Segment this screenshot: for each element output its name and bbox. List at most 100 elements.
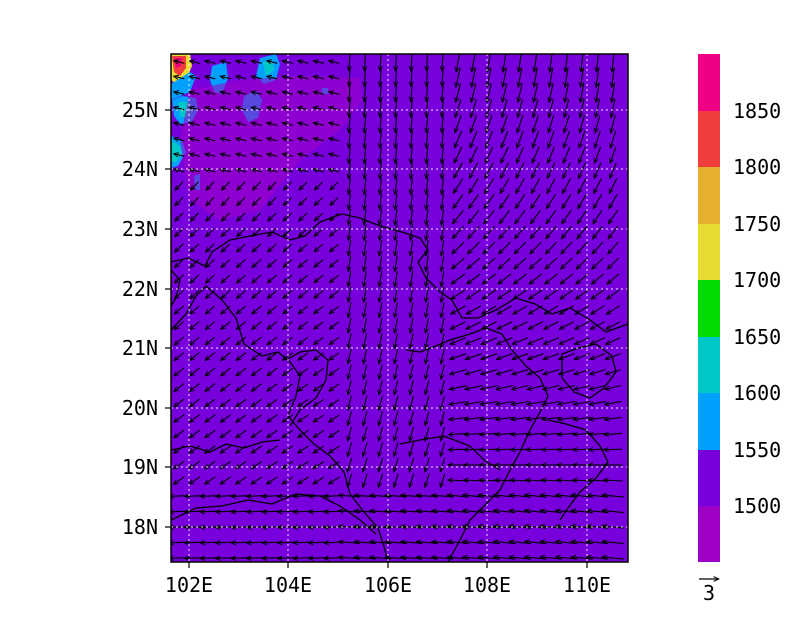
wind-arrow	[603, 480, 623, 481]
colorbar-box-9	[698, 54, 720, 111]
wind-arrow	[482, 273, 496, 284]
wind-arrow	[426, 146, 428, 164]
wind-arrow	[534, 54, 537, 72]
wind-arrow	[606, 321, 621, 330]
wind-arrow	[329, 123, 340, 126]
wind-arrow	[456, 54, 460, 72]
wind-arrow	[544, 305, 559, 314]
wind-arrow	[499, 225, 511, 239]
wind-arrow	[466, 321, 482, 330]
y-tick-label: 18N	[122, 515, 158, 539]
wind-arrow	[562, 194, 572, 208]
wind-arrow	[411, 130, 413, 148]
wind-arrow	[236, 305, 247, 314]
wind-arrow	[220, 138, 231, 141]
wind-arrow	[363, 473, 368, 488]
wind-arrow	[364, 130, 366, 148]
wind-arrow	[441, 255, 444, 272]
wind-arrow	[411, 146, 413, 164]
wind-arrow	[220, 107, 231, 110]
wind-arrow	[514, 257, 527, 269]
wind-arrow	[379, 380, 383, 395]
wind-arrow	[206, 212, 215, 221]
wind-arrow	[483, 225, 496, 239]
wind-arrow	[514, 273, 527, 284]
wind-arrow	[205, 429, 216, 438]
wind-arrow	[221, 321, 231, 330]
wind-arrow	[348, 333, 352, 348]
wind-arrow	[502, 99, 508, 117]
colorbar-label: 1650	[733, 325, 781, 349]
wind-arrow	[565, 54, 567, 72]
wind-arrow	[175, 227, 184, 236]
wind-arrow	[456, 67, 461, 87]
wind-arrow	[410, 224, 412, 240]
wind-arrow	[426, 177, 428, 195]
y-tick-label: 21N	[122, 336, 158, 360]
wind-arrow	[282, 107, 293, 110]
wind-arrow	[411, 84, 412, 102]
wind-arrow	[425, 348, 430, 364]
wind-arrow	[267, 169, 278, 172]
wind-arrow	[410, 255, 413, 272]
wind-arrow	[268, 259, 277, 268]
wind-arrow	[425, 395, 430, 411]
wind-arrow	[611, 99, 616, 117]
wind-arrow	[441, 208, 443, 225]
wind-arrow	[298, 383, 309, 391]
wind-arrow	[380, 162, 382, 179]
wind-arrow	[348, 426, 353, 441]
wind-arrow	[236, 154, 247, 157]
wind-arrow	[189, 383, 200, 392]
wind-arrow	[467, 273, 481, 284]
wind-arrow	[395, 84, 396, 102]
wind-arrow	[410, 380, 414, 395]
wind-arrow	[298, 107, 309, 110]
wind-arrow	[236, 398, 247, 407]
wind-arrow	[546, 209, 557, 223]
wind-arrow	[364, 208, 366, 225]
wind-arrow	[410, 395, 414, 411]
wind-arrow	[513, 305, 528, 314]
wind-arrow	[267, 414, 278, 422]
wind-arrow	[189, 445, 201, 454]
wind-arrow	[395, 239, 397, 256]
wind-arrow	[348, 208, 350, 225]
wind-arrow	[394, 442, 399, 457]
wind-arrow	[205, 398, 216, 407]
wind-arrow	[364, 286, 367, 303]
wind-arrow	[363, 426, 368, 441]
wind-arrow	[606, 337, 621, 345]
wind-arrow	[364, 255, 367, 272]
wind-arrow	[595, 114, 601, 133]
wind-arrow	[267, 445, 278, 453]
wind-arrow	[329, 445, 340, 453]
wind-arrow	[236, 383, 247, 392]
wind-arrow	[562, 178, 572, 194]
wind-arrow	[282, 414, 294, 422]
wind-arrow	[364, 162, 366, 179]
wind-arrow	[485, 178, 494, 194]
wind-arrow	[329, 461, 340, 469]
wind-arrow	[608, 209, 619, 224]
wind-arrow	[348, 317, 352, 333]
wind-arrow	[221, 274, 231, 283]
wind-arrow	[499, 209, 511, 223]
wind-arrow	[534, 67, 538, 87]
wind-arrow	[175, 258, 184, 267]
wind-arrow	[349, 115, 350, 132]
wind-arrow	[484, 194, 495, 208]
wind-arrow	[190, 367, 200, 376]
colorbar-label: 1600	[733, 381, 781, 405]
wind-arrow	[268, 212, 277, 221]
wind-arrow	[543, 353, 560, 360]
wind-arrow	[581, 54, 583, 72]
colorbar-box-6	[698, 224, 720, 280]
wind-arrow	[363, 380, 368, 395]
wind-arrow	[425, 333, 430, 348]
wind-arrow	[190, 227, 200, 236]
wind-arrow	[562, 209, 572, 224]
wind-arrow	[395, 177, 397, 195]
wind-arrow	[220, 414, 232, 423]
wind-arrow	[543, 384, 560, 390]
